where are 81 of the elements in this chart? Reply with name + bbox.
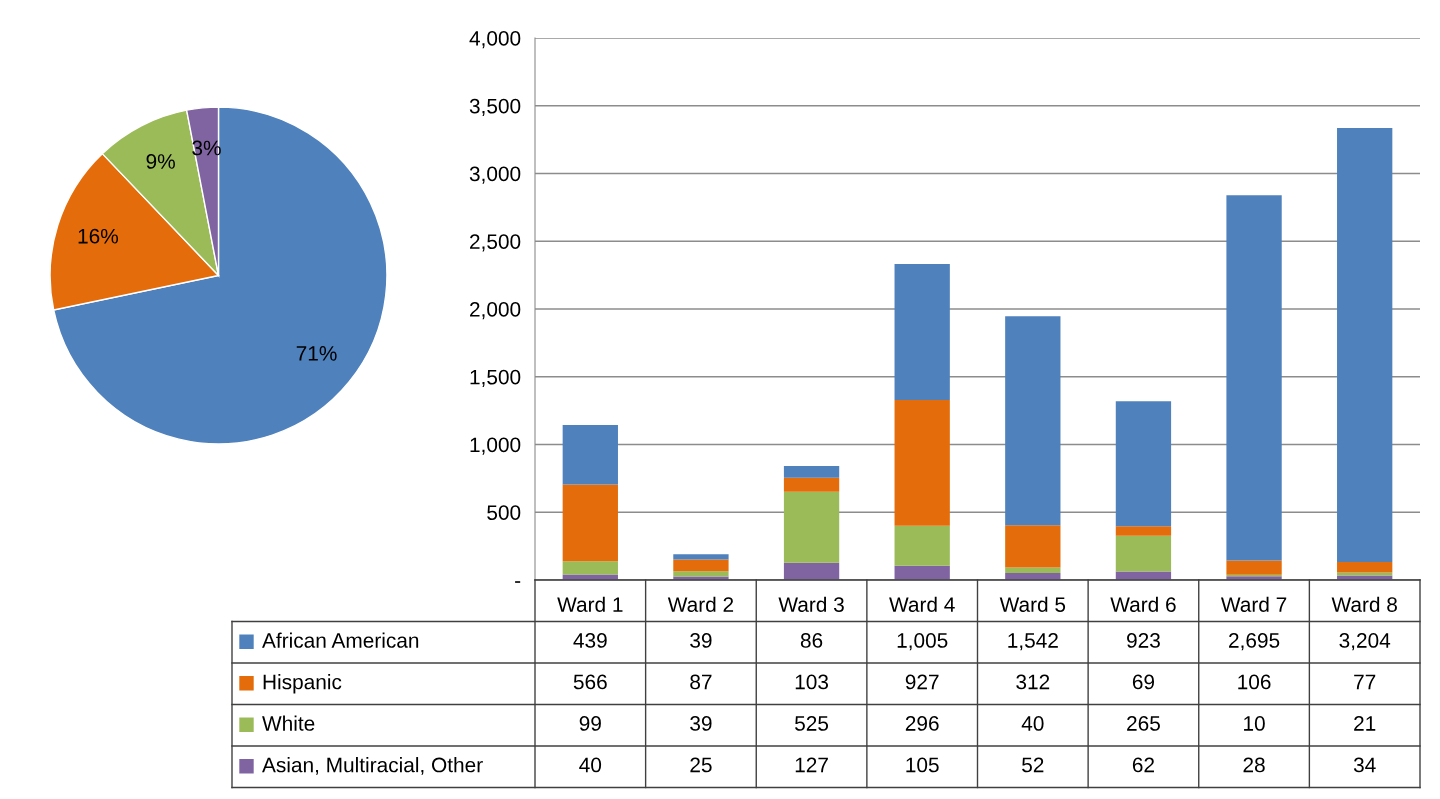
data-label: 103 bbox=[795, 674, 829, 690]
bar bbox=[1337, 562, 1393, 573]
x-tick-label: Ward 5 bbox=[999, 596, 1066, 612]
data-label: 1,542 bbox=[1008, 633, 1058, 651]
pie-slice bbox=[52, 106, 388, 445]
data-label: 86 bbox=[800, 633, 823, 648]
bar bbox=[894, 263, 950, 401]
bar bbox=[1005, 316, 1061, 526]
bar bbox=[783, 491, 840, 563]
y-tick-label: 3,000 bbox=[469, 166, 521, 184]
x-tick-label: Ward 7 bbox=[1220, 596, 1287, 612]
bar bbox=[562, 424, 618, 485]
legend-label: African American bbox=[262, 632, 419, 648]
data-label: 105 bbox=[906, 757, 939, 773]
data-label: 77 bbox=[1354, 674, 1376, 690]
bar bbox=[1005, 525, 1061, 568]
data-label: 39 bbox=[690, 633, 712, 648]
y-tick-label: 1,000 bbox=[470, 437, 521, 455]
bar bbox=[673, 571, 729, 577]
data-label: 71% bbox=[296, 346, 337, 361]
bar bbox=[1337, 127, 1393, 563]
data-label: 265 bbox=[1127, 716, 1160, 731]
legend-label: Asian, Multiracial, Other bbox=[262, 757, 483, 775]
data-label: 1,005 bbox=[897, 633, 948, 651]
legend-label: White bbox=[262, 715, 315, 731]
data-label: 525 bbox=[795, 716, 829, 731]
data-label: 312 bbox=[1016, 674, 1050, 690]
data-label: 40 bbox=[1021, 716, 1044, 731]
bar bbox=[1115, 535, 1172, 572]
bar bbox=[562, 484, 618, 562]
data-label: 52 bbox=[1022, 757, 1044, 773]
data-label: 923 bbox=[1127, 633, 1160, 648]
data-label: 9% bbox=[146, 154, 175, 169]
y-tick-label: 2,000 bbox=[470, 302, 521, 320]
bar bbox=[673, 559, 729, 572]
data-label: 439 bbox=[573, 633, 607, 648]
y-tick-label: 3,500 bbox=[469, 98, 521, 116]
bar bbox=[1226, 560, 1282, 575]
bar bbox=[783, 562, 840, 580]
bar bbox=[1226, 195, 1282, 561]
data-label: 566 bbox=[573, 674, 607, 690]
x-tick-label: Ward 1 bbox=[557, 596, 623, 612]
data-label: 3,204 bbox=[1339, 633, 1391, 651]
x-tick-label: Ward 3 bbox=[778, 596, 844, 612]
y-tick-label: 500 bbox=[487, 505, 521, 520]
bar bbox=[1115, 526, 1172, 536]
bar bbox=[1005, 567, 1061, 573]
bar bbox=[894, 400, 950, 526]
data-label: 40 bbox=[579, 757, 602, 773]
data-label: 296 bbox=[905, 716, 939, 731]
bar bbox=[673, 554, 729, 560]
data-label: 62 bbox=[1132, 757, 1154, 773]
x-tick-label: Ward 6 bbox=[1110, 596, 1176, 612]
data-label: 16% bbox=[78, 228, 118, 244]
bar bbox=[783, 466, 840, 478]
data-label: 2,695 bbox=[1229, 633, 1280, 651]
data-label: 106 bbox=[1238, 674, 1271, 690]
y-tick-label: 2,500 bbox=[470, 234, 521, 252]
data-label: 99 bbox=[579, 716, 601, 731]
data-label: 927 bbox=[905, 674, 939, 690]
x-tick-label: Ward 4 bbox=[889, 596, 955, 612]
bar bbox=[894, 565, 950, 580]
bar bbox=[1115, 401, 1172, 527]
data-label: 25 bbox=[690, 757, 712, 773]
data-label: 34 bbox=[1353, 757, 1376, 773]
x-tick-label: Ward 8 bbox=[1331, 596, 1397, 612]
data-label: 39 bbox=[690, 716, 712, 731]
bar bbox=[562, 561, 618, 575]
y-tick-label: 1,500 bbox=[470, 369, 521, 387]
data-label: 21 bbox=[1354, 716, 1376, 731]
x-tick-label: Ward 2 bbox=[667, 596, 734, 612]
data-label: 127 bbox=[795, 757, 828, 773]
data-label: 28 bbox=[1243, 757, 1265, 773]
y-tick-label: 4,000 bbox=[469, 31, 521, 49]
data-label: 69 bbox=[1132, 674, 1155, 690]
data-label: 87 bbox=[690, 674, 712, 690]
y-tick-label: - bbox=[515, 581, 521, 583]
bar bbox=[894, 525, 950, 566]
bar bbox=[783, 477, 840, 492]
legend-label: Hispanic bbox=[263, 674, 342, 694]
data-label: 10 bbox=[1244, 716, 1265, 731]
